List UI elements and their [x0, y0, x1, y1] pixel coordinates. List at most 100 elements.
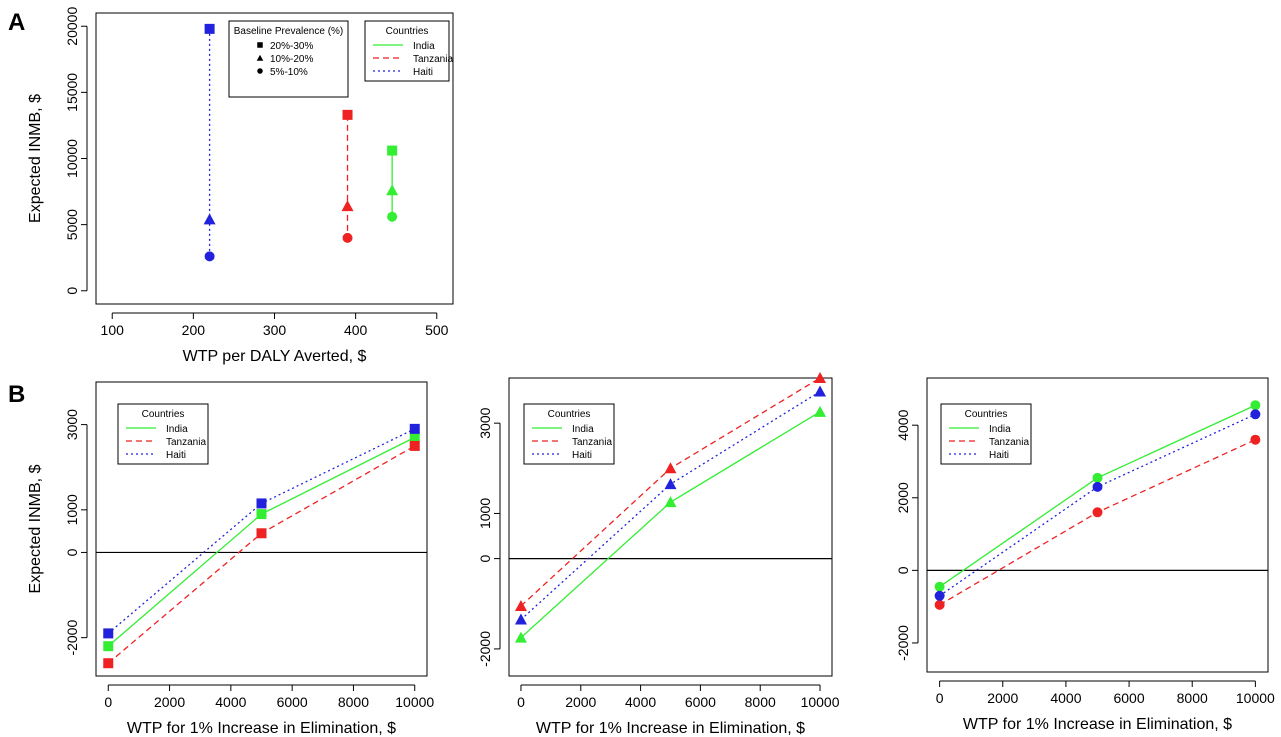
- legend-marker-square: [257, 42, 263, 48]
- legend-entry-label: 20%-30%: [270, 41, 313, 52]
- y-tick-label: 4000: [895, 409, 911, 440]
- data-point-tanzania-triangle: [514, 600, 527, 612]
- plot-frame: [95, 381, 428, 677]
- plot-frame: [926, 377, 1269, 673]
- data-point-tanzania-square: [103, 658, 114, 669]
- data-point-tanzania-circle: [342, 232, 353, 243]
- x-tick-label: 500: [425, 322, 449, 338]
- legend-entry-label: Haiti: [166, 450, 186, 461]
- data-point-haiti-triangle: [514, 613, 527, 625]
- y-tick-label: 0: [64, 548, 80, 556]
- data-point-haiti-circle: [934, 590, 945, 601]
- series-tanzania: [341, 109, 354, 243]
- series-tanzania: [934, 434, 1261, 610]
- panel-label-a: A: [8, 9, 25, 36]
- legend-marker-triangle: [256, 54, 264, 61]
- legend-box: [940, 403, 1032, 465]
- y-tick-label: -2000: [895, 625, 911, 661]
- y-tick-label: 20000: [64, 7, 80, 46]
- series-india: [514, 405, 827, 643]
- legend-entry-label: Haiti: [572, 450, 592, 461]
- y-axis-label: Expected INMB, $: [27, 94, 44, 223]
- data-point-india-circle: [1250, 400, 1261, 411]
- series-line-india: [107, 436, 416, 647]
- data-point-haiti-circle: [1092, 481, 1103, 492]
- series-haiti: [103, 423, 420, 639]
- data-point-india-triangle: [814, 405, 827, 417]
- y-tick-label: 5000: [64, 209, 80, 240]
- data-point-india-square: [103, 641, 114, 652]
- x-tick-label: 0: [517, 694, 525, 710]
- x-axis-label: WTP per DALY Averted, $: [183, 348, 367, 365]
- data-point-tanzania-circle: [1250, 434, 1261, 445]
- data-point-india-circle: [387, 211, 398, 222]
- y-tick-label: 3000: [64, 409, 80, 440]
- legend-entry-label: 5%-10%: [270, 67, 308, 78]
- legend-title: Countries: [965, 409, 1008, 420]
- series-india: [103, 432, 420, 652]
- series-india: [934, 400, 1261, 592]
- y-tick-label: 15000: [64, 73, 80, 112]
- series-haiti: [203, 23, 216, 262]
- data-point-india-triangle: [664, 496, 677, 508]
- x-tick-label: 0: [936, 690, 944, 706]
- legend-entry-label: India: [166, 424, 188, 435]
- data-point-tanzania-square: [342, 109, 353, 120]
- legend-entry-label: Haiti: [413, 67, 433, 78]
- series-india: [386, 145, 399, 222]
- legend-marker-circle: [257, 68, 263, 74]
- x-tick-label: 4000: [215, 694, 246, 710]
- data-point-haiti-square: [409, 423, 420, 434]
- data-point-tanzania-triangle: [664, 462, 677, 474]
- series-haiti: [514, 385, 827, 625]
- y-tick-label: -2000: [477, 631, 493, 667]
- legend-title: Baseline Prevalence (%): [234, 26, 344, 37]
- x-tick-label: 10000: [395, 694, 434, 710]
- x-tick-label: 300: [263, 322, 287, 338]
- series-line-tanzania: [107, 445, 416, 664]
- data-point-haiti-square: [103, 628, 114, 639]
- x-tick-label: 8000: [338, 694, 369, 710]
- y-tick-label: 0: [64, 287, 80, 295]
- data-point-tanzania-triangle: [814, 372, 827, 383]
- x-tick-label: 100: [101, 322, 125, 338]
- legend-entry-label: Tanzania: [989, 437, 1029, 448]
- data-point-haiti-square: [204, 23, 215, 34]
- legend-title: Countries: [386, 26, 429, 37]
- data-point-haiti-circle: [1250, 409, 1261, 420]
- y-tick-label: 1000: [64, 494, 80, 525]
- data-point-tanzania-triangle: [341, 200, 354, 212]
- legend: Countries India Tanzania Haiti: [940, 403, 1032, 465]
- data-point-india-square: [387, 145, 398, 156]
- data-point-india-square: [256, 509, 267, 520]
- legend-title: Countries: [142, 409, 185, 420]
- legend: Countries India Tanzania Haiti: [117, 403, 209, 465]
- legend-entry-label: 10%-20%: [270, 54, 313, 65]
- legend: Countries India Tanzania Haiti: [523, 403, 615, 465]
- x-tick-label: 2000: [565, 694, 596, 710]
- legend-entry-label: Tanzania: [413, 54, 453, 65]
- legend-entry-label: Haiti: [989, 450, 1009, 461]
- data-point-haiti-circle: [204, 251, 215, 262]
- data-point-india-triangle: [386, 184, 399, 196]
- legend-title: Countries: [548, 409, 591, 420]
- series-haiti: [934, 409, 1261, 601]
- data-point-haiti-square: [256, 498, 267, 509]
- legend-entry-label: India: [413, 41, 435, 52]
- y-axis-label: Expected INMB, $: [27, 464, 44, 593]
- x-tick-label: 10000: [801, 694, 840, 710]
- x-tick-label: 400: [344, 322, 368, 338]
- x-tick-label: 4000: [625, 694, 656, 710]
- series-tanzania: [514, 372, 827, 612]
- y-tick-label: 2000: [895, 482, 911, 513]
- x-tick-label: 2000: [987, 690, 1018, 706]
- y-tick-label: 1000: [477, 498, 493, 529]
- x-tick-label: 8000: [745, 694, 776, 710]
- x-tick-label: 6000: [277, 694, 308, 710]
- legend: Countries India Tanzania Haiti: [364, 20, 453, 82]
- data-point-tanzania-square: [409, 440, 420, 451]
